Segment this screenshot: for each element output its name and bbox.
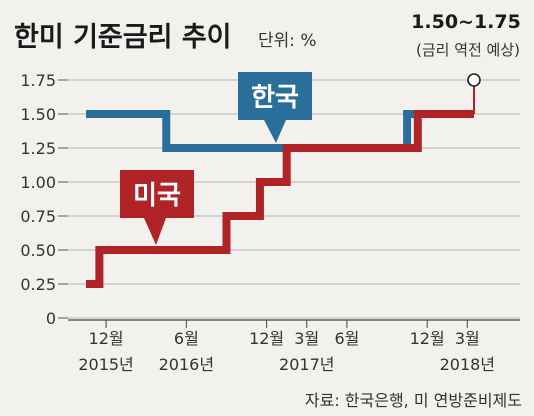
x-tick-month: 6월	[174, 329, 199, 348]
series-label-us-text: 미국	[133, 181, 181, 211]
source-note: 자료: 한국은행, 미 연방준비제도	[305, 391, 522, 410]
series-lines	[86, 110, 474, 288]
x-tick-year: 2017년	[279, 355, 334, 374]
series-label-us-box	[120, 170, 194, 218]
x-tick-year: 2016년	[159, 355, 214, 374]
x-tick-month: 3월	[455, 329, 480, 348]
y-tick-label: 1.25	[20, 139, 56, 158]
series-label-korea-pointer	[264, 120, 286, 143]
y-tick-label: 0.25	[20, 275, 56, 294]
unit-label: 단위: %	[258, 31, 317, 51]
y-tick-label: 1.75	[20, 71, 56, 90]
y-tick-label: 0.50	[20, 241, 56, 260]
x-tick-month: 12월	[89, 329, 124, 348]
y-tick-label: 1.50	[20, 105, 56, 124]
annotation-main: 1.50~1.75	[411, 11, 521, 33]
x-tick-month: 3월	[294, 329, 319, 348]
series-label-us: 미국	[120, 170, 194, 245]
series-line-us	[86, 110, 474, 288]
y-tick-label: 0	[46, 309, 56, 328]
x-tick-month: 12월	[249, 329, 284, 348]
annotation-point	[467, 73, 481, 87]
annotation-marker	[467, 73, 481, 114]
series-label-korea-text: 한국	[251, 83, 299, 113]
series-label-korea: 한국	[238, 72, 312, 143]
y-axis-ticks: 1.75 1.50 1.25 1.00 0.75 0.50 0.25 0	[20, 71, 68, 328]
x-tick-year: 2015년	[78, 355, 133, 374]
y-tick-label: 0.75	[20, 207, 56, 226]
chart-title: 한미 기준금리 추이	[14, 22, 232, 53]
y-tick-label: 1.00	[20, 173, 56, 192]
x-tick-month: 6월	[334, 329, 359, 348]
series-label-korea-box	[238, 72, 312, 120]
annotation-sub: (금리 역전 예상)	[416, 41, 520, 59]
x-tick-year: 2018년	[440, 355, 495, 374]
series-label-us-pointer	[144, 218, 166, 245]
x-tick-month: 12월	[410, 329, 445, 348]
